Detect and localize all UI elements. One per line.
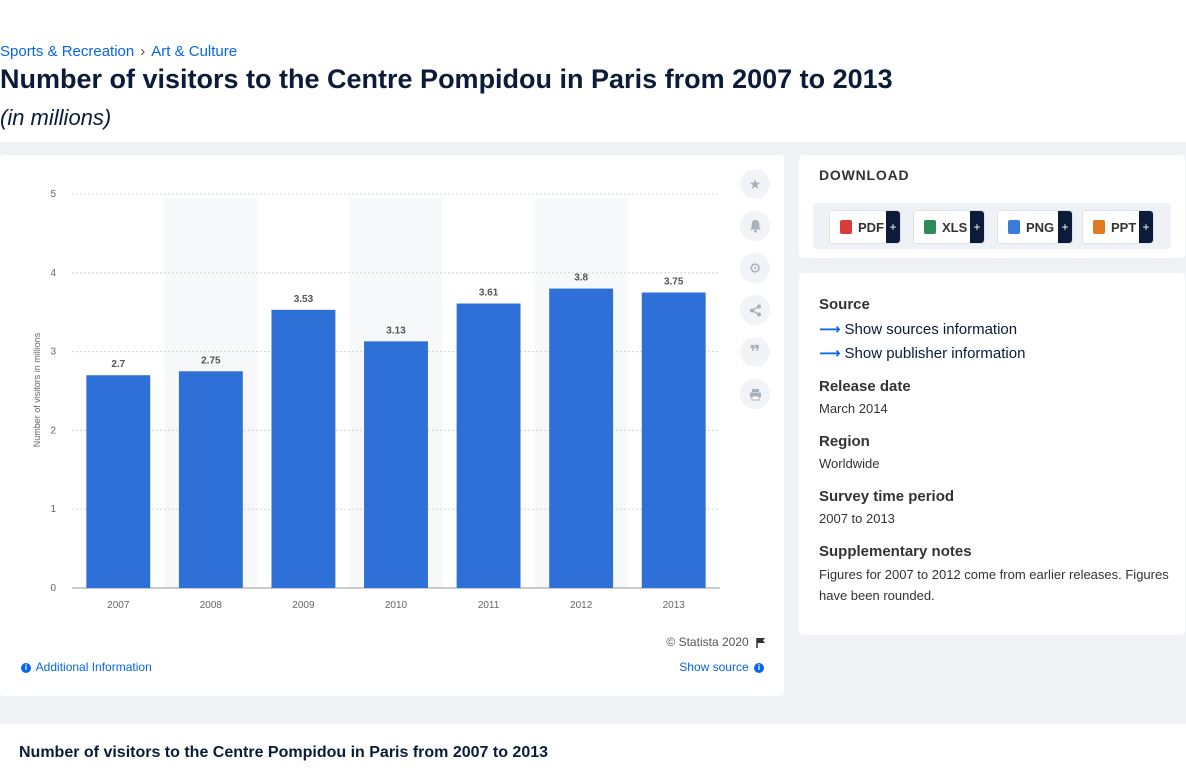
png-file-icon: [1008, 220, 1020, 234]
arrow-right-icon: ⟶: [819, 345, 841, 362]
download-pdf-label: PDF: [858, 219, 884, 235]
data-label: 3.53: [294, 294, 314, 305]
x-tick-label: 2009: [292, 600, 315, 611]
bar: [271, 309, 336, 588]
x-tick-label: 2013: [663, 600, 686, 611]
supplementary-notes-heading: Supplementary notes: [819, 543, 972, 560]
bar: [456, 303, 521, 588]
ppt-file-icon: [1093, 220, 1105, 234]
bar-chart: 0 1 2 3 4 5 2.7 2007 2.75 2008 3.53 2009 3.13 2010 3.6…: [32, 189, 720, 611]
download-buttons: PDF + XLS + PNG + PPT +: [813, 203, 1171, 249]
y-tick-label: 5: [50, 189, 56, 200]
breadcrumb-separator: ›: [140, 43, 146, 60]
bar: [641, 292, 706, 588]
page-subtitle: (in millions): [0, 105, 112, 130]
y-tick-label: 1: [50, 504, 56, 515]
bar: [364, 341, 428, 588]
source-heading: Source: [819, 296, 870, 313]
breadcrumb-item-sports[interactable]: Sports & Recreation: [0, 43, 135, 60]
bar: [549, 288, 614, 588]
copyright-text: © Statista 2020: [666, 635, 749, 649]
bar: [178, 371, 243, 588]
x-tick-label: 2007: [107, 600, 130, 611]
show-sources-link[interactable]: ⟶ Show sources information: [819, 320, 1017, 338]
download-card: DOWNLOAD PDF + XLS + PNG + PPT +: [799, 155, 1185, 258]
show-source-label: Show source: [679, 660, 749, 674]
y-tick-label: 2: [50, 425, 56, 436]
breadcrumb-item-art-culture[interactable]: Art & Culture: [151, 43, 238, 60]
additional-information-link[interactable]: i Additional Information: [19, 660, 152, 674]
release-date-value: March 2014: [819, 401, 888, 416]
data-label: 3.13: [386, 325, 406, 336]
y-tick-label: 0: [50, 583, 56, 594]
side-toolbar: ★ ⚙ ❞: [740, 169, 770, 421]
download-png-button[interactable]: PNG +: [997, 210, 1073, 244]
statistic-details-card: Source ⟶ Show sources information ⟶ Show p…: [799, 273, 1185, 635]
download-xls-button[interactable]: XLS +: [913, 210, 985, 244]
arrow-right-icon: ⟶: [819, 321, 841, 338]
y-axis-label: Number of visitors in millions: [32, 332, 42, 447]
xls-file-icon: [924, 220, 936, 234]
download-ppt-label: PPT: [1111, 219, 1137, 235]
download-pdf-button[interactable]: PDF +: [829, 210, 901, 244]
chart-card: 0 1 2 3 4 5 2.7 2007 2.75 2008 3.53 2009 3.13 2010 3.6…: [0, 155, 784, 696]
download-title: DOWNLOAD: [819, 167, 910, 183]
show-sources-label: Show sources information: [844, 321, 1018, 338]
show-publisher-link[interactable]: ⟶ Show publisher information: [819, 344, 1025, 362]
pdf-file-icon: [840, 220, 852, 234]
download-xls-plus[interactable]: +: [970, 211, 984, 243]
download-png-label: PNG: [1026, 219, 1055, 235]
settings-button[interactable]: ⚙: [740, 253, 770, 283]
data-label: 3.75: [664, 277, 684, 288]
x-tick-label: 2010: [385, 600, 408, 611]
survey-period-value: 2007 to 2013: [819, 511, 895, 526]
header-background: [0, 0, 1186, 142]
copyright: © Statista 2020: [666, 635, 766, 649]
x-tick-label: 2008: [200, 600, 223, 611]
additional-information-label: Additional Information: [35, 660, 152, 674]
show-publisher-label: Show publisher information: [844, 345, 1026, 362]
cite-button[interactable]: ❞: [740, 337, 770, 367]
breadcrumb: Sports & Recreation › Art & Culture: [0, 43, 237, 60]
download-xls-label: XLS: [942, 219, 968, 235]
bar: [86, 375, 151, 588]
chart-labels: 0 1 2 3 4 5 2.7 2007 2.75 2008 3.53 2009 3.13 2010 3.6…: [50, 189, 685, 611]
release-date-heading: Release date: [819, 378, 911, 395]
flag-icon[interactable]: [756, 637, 766, 649]
print-button[interactable]: [740, 379, 770, 409]
data-label: 3.8: [574, 273, 588, 284]
notify-button[interactable]: [740, 211, 770, 241]
favorite-button[interactable]: ★: [740, 169, 770, 199]
show-source-link[interactable]: Show source i: [679, 660, 766, 674]
y-tick-label: 3: [50, 347, 56, 358]
x-tick-label: 2012: [570, 600, 593, 611]
print-icon: [749, 388, 761, 400]
share-button[interactable]: [740, 295, 770, 325]
download-png-plus[interactable]: +: [1058, 211, 1072, 243]
download-ppt-button[interactable]: PPT +: [1082, 210, 1154, 244]
region-heading: Region: [819, 433, 870, 450]
data-label: 2.75: [201, 355, 221, 366]
region-value: Worldwide: [819, 456, 880, 471]
data-label: 2.7: [111, 359, 125, 370]
star-icon: ★: [748, 175, 762, 192]
info-icon: i: [754, 662, 764, 673]
download-ppt-plus[interactable]: +: [1139, 211, 1153, 243]
bell-icon: [749, 220, 761, 233]
description-title: Number of visitors to the Centre Pompido…: [19, 744, 549, 761]
x-tick-label: 2011: [478, 600, 500, 611]
info-icon: i: [21, 662, 31, 673]
chart-bars: [86, 288, 706, 588]
data-label: 3.61: [479, 288, 499, 299]
supplementary-notes-value: Figures for 2007 to 2012 come from earli…: [819, 567, 1169, 603]
y-tick-label: 4: [50, 268, 56, 279]
gear-icon: ⚙: [748, 259, 762, 276]
survey-period-heading: Survey time period: [819, 488, 955, 505]
description-card: Number of visitors to the Centre Pompido…: [0, 724, 1186, 784]
page-title: Number of visitors to the Centre Pompido…: [0, 64, 893, 94]
share-icon: [749, 304, 761, 316]
download-pdf-plus[interactable]: +: [886, 211, 900, 243]
quote-icon: ❞: [749, 342, 761, 362]
